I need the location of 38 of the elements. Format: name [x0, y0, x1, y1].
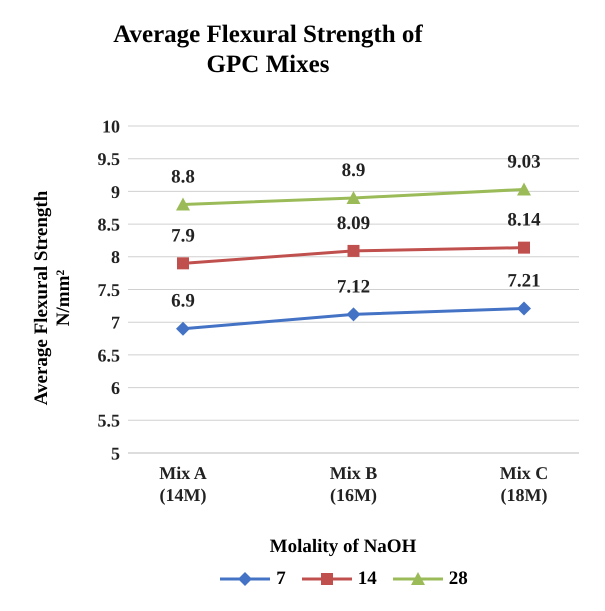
data-label: 7.12: [336, 276, 370, 298]
y-axis-title: Average Flexural Strength N/mm²: [31, 190, 75, 408]
data-label: 8.14: [507, 210, 542, 231]
data-label: 7.9: [171, 225, 195, 246]
x-tick-label: Mix A (14M): [159, 463, 207, 505]
y-tick-label: 5.5: [98, 410, 120, 431]
y-tick-label: 5: [111, 443, 120, 464]
point: [517, 182, 531, 196]
data-label: 8.09: [336, 212, 370, 234]
point: [177, 257, 189, 270]
point: [348, 244, 360, 257]
point: [518, 242, 530, 254]
legend-label: 14: [358, 568, 377, 590]
x-tick-label: Mix C (18M): [500, 463, 548, 505]
point: [346, 307, 360, 322]
data-label: 8.9: [342, 160, 366, 181]
point: [346, 190, 360, 204]
y-tick-label: 8.5: [98, 214, 120, 234]
point: [176, 322, 190, 336]
y-tick-label: 9.5: [98, 149, 120, 170]
y-tick-label: 9: [111, 182, 120, 202]
y-tick-label: 10: [102, 116, 120, 136]
y-tick-label: 6: [111, 378, 120, 398]
x-axis-title: Molality of NaOH: [268, 536, 418, 558]
data-label: 9.03: [507, 151, 541, 172]
y-tick-label: 8: [111, 247, 120, 268]
legend-label: 28: [448, 568, 468, 590]
chart-title: Average Flexural Strength of GPC Mixes: [112, 20, 424, 80]
point: [517, 301, 531, 316]
x-tick-label: Mix B (16M): [330, 463, 378, 505]
data-label: 7.21: [507, 270, 541, 292]
y-tick-label: 7: [111, 312, 120, 333]
y-tick-label: 7.5: [98, 280, 120, 300]
y-tick-label: 6.5: [98, 345, 120, 366]
point: [176, 197, 190, 210]
data-label: 6.9: [171, 290, 195, 312]
data-label: 8.8: [171, 166, 195, 188]
legend-label: 7: [276, 568, 286, 590]
